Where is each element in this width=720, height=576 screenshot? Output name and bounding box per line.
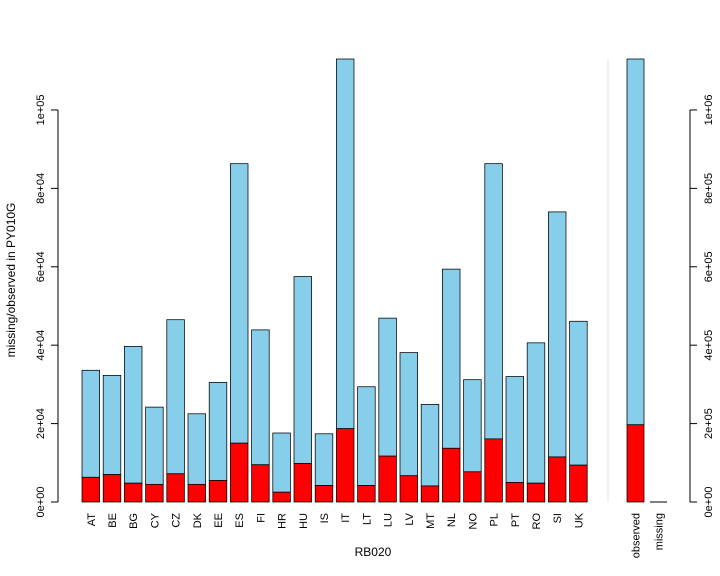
bar-missing-hu: [293, 463, 312, 503]
x-tick-label-lu: LU: [383, 513, 395, 527]
x-tick-label-it: IT: [340, 513, 352, 523]
y-tick-label: 0e+00: [35, 487, 47, 518]
x-tick-label-missing: missing: [654, 513, 666, 550]
x-tick-label-nl: NL: [446, 513, 458, 527]
bar-missing-cy: [145, 483, 164, 503]
y-axis-label: missing/observed in PY010G: [4, 203, 18, 358]
bar-missing-lv: [399, 475, 418, 503]
x-tick-label-observed: observed: [631, 513, 643, 558]
y-tick-label: 6e+04: [35, 251, 47, 282]
bar-observed-hu: [293, 276, 312, 464]
bar-observed-no: [463, 379, 482, 473]
bar-missing-no: [463, 471, 482, 503]
bar-missing-ro: [526, 482, 546, 503]
y-tick-label: 8e+04: [35, 173, 47, 204]
bar-missing-dk: [187, 483, 206, 503]
bar-observed-fi: [251, 329, 270, 466]
right-panel-aggregate-bars: observed missing 0e+00 2e+05 4e+05 6e+05 8e+05…: [607, 58, 715, 558]
bar-observed-lu: [378, 317, 397, 457]
x-tick-label-uk: UK: [573, 512, 585, 528]
x-tick-label-lv: LV: [404, 512, 416, 525]
bar-observed-ee: [208, 382, 228, 481]
x-tick-label-dk: DK: [192, 512, 204, 528]
bar-missing-be: [102, 474, 122, 503]
bar-observed-uk: [569, 320, 588, 466]
bar-missing-nl: [442, 447, 461, 503]
x-tick-label-at: AT: [86, 513, 98, 527]
x-tick-label-ro: RO: [531, 513, 543, 530]
bar-missing-uk: [569, 464, 588, 503]
bar-observed-it: [336, 58, 355, 430]
y-tick-label: 4e+04: [35, 330, 47, 361]
bar-observed-at: [81, 369, 100, 478]
y-tick-label: 1e+05: [35, 95, 47, 126]
bar-missing-at: [81, 476, 100, 503]
x-tick-label-cy: CY: [149, 512, 161, 528]
x-tick-label-fi: FI: [255, 513, 267, 523]
bar-missing-ee: [208, 480, 228, 503]
bar-missing-fi: [251, 464, 270, 503]
bar-observed-nl: [442, 268, 461, 449]
bar-observed-dk: [187, 413, 206, 485]
bar-observed-bg: [124, 345, 143, 484]
bar-missing-pt: [505, 482, 524, 503]
bar-observed-cy: [145, 406, 164, 485]
x-tick-label-pl: PL: [489, 513, 501, 526]
bar-missing-lu: [378, 455, 397, 503]
x-tick-label-cz: CZ: [171, 513, 183, 528]
bar-observed-be: [102, 374, 122, 475]
bar-missing-bg: [124, 482, 143, 503]
x-axis-label: RB020: [355, 545, 392, 559]
bar-missing-cz: [166, 473, 185, 503]
x-tick-label-no: NO: [467, 513, 479, 530]
bar-missing-si: [548, 456, 567, 503]
right-y-tick-label: 8e+05: [703, 173, 715, 204]
bar-observed-cz: [166, 319, 185, 475]
aggregate-bar-missing-observed: [626, 424, 645, 503]
bar-observed-pt: [505, 376, 524, 483]
bar-missing-mt: [420, 485, 440, 503]
x-tick-label-es: ES: [234, 513, 246, 528]
bar-observed-es: [230, 163, 249, 444]
right-y-tick-label: 6e+05: [703, 251, 715, 282]
bar-observed-ro: [526, 342, 546, 484]
bar-missing-es: [230, 442, 249, 503]
right-y-tick-label: 0e+00: [703, 487, 715, 518]
bar-missing-hr: [272, 491, 291, 503]
bar-observed-hr: [272, 432, 291, 493]
bar-missing-it: [336, 428, 355, 503]
bar-observed-mt: [420, 404, 440, 487]
right-y-tick-label: 2e+05: [703, 408, 715, 439]
x-tick-label-hu: HU: [298, 513, 310, 529]
right-y-tick-label: 4e+05: [703, 330, 715, 361]
bar-missing-lt: [357, 485, 376, 503]
x-tick-label-is: IS: [319, 513, 331, 523]
y-tick-label: 2e+04: [35, 408, 47, 439]
bar-observed-lv: [399, 352, 418, 477]
bar-observed-lt: [357, 386, 376, 486]
bar-observed-si: [548, 211, 567, 458]
x-tick-label-ee: EE: [213, 513, 225, 528]
bar-missing-is: [314, 485, 334, 503]
left-panel-bars-by-country: AT BE BG CY CZ DK EE ES FI HR HU IS IT LT LU LV MT NL NO PL…: [35, 58, 588, 530]
bar-observed-pl: [484, 163, 503, 440]
bar-observed-is: [314, 433, 334, 486]
x-tick-label-pt: PT: [510, 513, 522, 527]
x-tick-label-si: SI: [552, 513, 564, 523]
x-tick-label-lt: LT: [361, 513, 373, 525]
right-y-tick-label: 1e+06: [703, 95, 715, 126]
bar-missing-pl: [484, 438, 503, 503]
x-tick-label-bg: BG: [128, 513, 140, 529]
x-tick-label-hr: HR: [277, 513, 289, 529]
aggregate-bar-observed-observed: [626, 58, 645, 426]
x-tick-label-be: BE: [107, 513, 119, 528]
x-tick-label-mt: MT: [425, 513, 437, 529]
